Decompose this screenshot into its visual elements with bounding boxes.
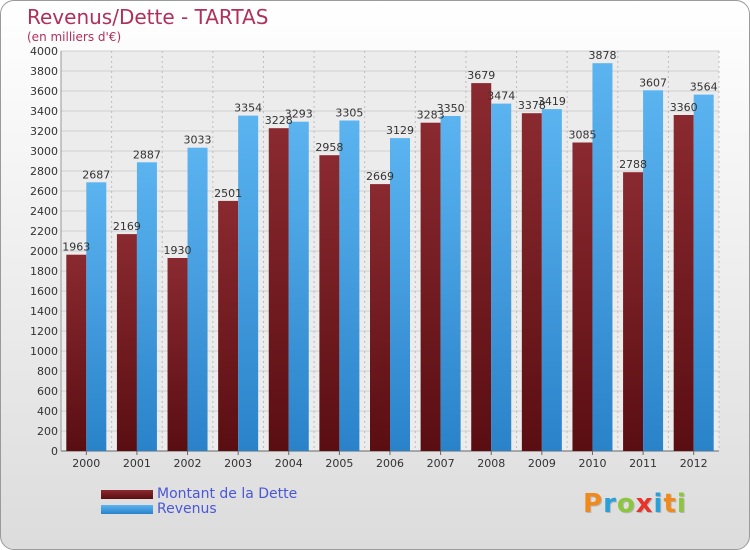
data-label-dette: 2788 [619,158,647,171]
bar-revenus [693,94,714,451]
bar-revenus [187,147,208,451]
data-label-dette: 3360 [670,101,698,114]
y-tick-label: 3400 [30,105,58,118]
bar-dette [420,122,441,451]
bar-revenus [288,121,309,451]
bar-revenus [86,182,107,452]
y-tick-label: 2200 [30,225,58,238]
chart-title: Revenus/Dette - TARTAS [27,5,269,29]
y-tick-label: 2800 [30,165,58,178]
bar-revenus [541,109,562,451]
y-tick-label: 4000 [30,45,58,58]
x-tick-label: 2006 [376,457,404,470]
data-label-revenus: 3033 [184,134,212,147]
y-tick-label: 3800 [30,65,58,78]
data-label-revenus: 3878 [588,49,616,62]
x-tick-label: 2010 [578,457,606,470]
bar-revenus [643,90,664,452]
data-label-dette: 3679 [467,69,495,82]
data-label-revenus: 3350 [437,102,465,115]
bar-revenus [491,103,512,451]
bar-dette [319,155,340,451]
y-tick-label: 2400 [30,205,58,218]
data-label-revenus: 3419 [538,95,566,108]
bar-dette [116,234,137,451]
x-tick-label: 2000 [72,457,100,470]
data-label-revenus: 2687 [82,168,110,181]
bar-revenus [136,162,157,452]
data-label-dette: 3283 [417,109,445,122]
bar-dette [572,142,593,451]
data-label-revenus: 3474 [487,90,515,103]
brand-logo: Proxiti [583,489,687,519]
y-tick-label: 2000 [30,245,58,258]
data-label-dette: 2501 [214,187,242,200]
data-label-revenus: 3129 [386,124,414,137]
bar-dette [673,115,694,451]
y-tick-label: 1000 [30,345,58,358]
bar-dette [370,184,390,451]
bar-dette [268,128,289,451]
y-tick-label: 1200 [30,325,58,338]
bar-dette [623,172,644,451]
data-label-revenus: 3354 [234,102,262,115]
y-tick-label: 200 [37,425,58,438]
bar-revenus [390,138,410,451]
x-tick-label: 2008 [477,457,505,470]
y-tick-label: 1800 [30,265,58,278]
bar-revenus [592,63,613,451]
x-tick-label: 2003 [224,457,252,470]
x-tick-label: 2012 [680,457,708,470]
y-tick-label: 2600 [30,185,58,198]
y-tick-label: 800 [37,365,58,378]
data-label-dette: 2958 [315,141,343,154]
y-tick-label: 400 [37,405,58,418]
legend-swatch-dette [101,490,153,499]
bar-revenus [238,115,259,451]
y-tick-label: 1400 [30,305,58,318]
y-tick-label: 600 [37,385,58,398]
bar-dette [218,200,239,451]
data-label-revenus: 3564 [690,81,718,94]
chart-subtitle: (en milliers d'€) [27,30,122,44]
x-tick-label: 2007 [427,457,455,470]
data-label-dette: 2669 [366,170,394,183]
y-tick-label: 0 [51,445,58,458]
data-label-revenus: 3305 [335,107,363,120]
data-label-revenus: 2887 [133,148,161,161]
data-label-revenus: 3293 [285,108,313,121]
data-label-dette: 3378 [518,99,546,112]
y-tick-label: 3600 [30,85,58,98]
x-tick-label: 2004 [275,457,303,470]
y-tick-label: 3200 [30,125,58,138]
bar-dette [66,254,87,451]
bar-revenus [339,120,360,451]
bar-dette [521,113,542,451]
legend-swatch-revenus [101,505,153,514]
data-label-dette: 1930 [164,244,192,257]
legend-label-dette: Montant de la Dette [157,486,298,502]
data-label-dette: 1963 [62,241,90,254]
y-tick-label: 3000 [30,145,58,158]
x-tick-label: 2011 [629,457,657,470]
bar-dette [167,258,188,451]
data-label-dette: 3228 [265,114,293,127]
x-tick-label: 2001 [123,457,151,470]
y-tick-label: 1600 [30,285,58,298]
data-label-revenus: 3607 [639,76,667,89]
legend-label-revenus: Revenus [157,501,217,517]
bar-dette [471,83,492,451]
data-label-dette: 3085 [568,129,596,142]
bar-revenus [440,116,461,451]
x-tick-label: 2009 [528,457,556,470]
data-label-dette: 2169 [113,220,141,233]
x-tick-label: 2002 [174,457,202,470]
x-tick-label: 2005 [325,457,353,470]
